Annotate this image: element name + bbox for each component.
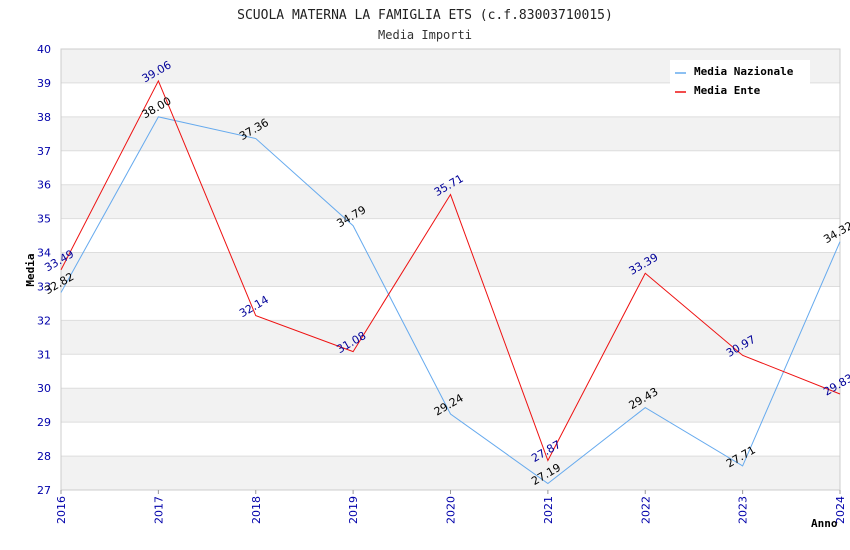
y-tick-label: 39 [37, 77, 51, 90]
grid-band [61, 320, 840, 355]
y-tick-label: 32 [37, 314, 51, 327]
legend-box [670, 60, 810, 102]
grid-band [61, 184, 840, 219]
x-tick-label: 2020 [445, 496, 458, 524]
x-tick-label: 2023 [737, 496, 750, 524]
y-tick-label: 35 [37, 213, 51, 226]
x-axis-ticks: 2016 2017 2018 2019 2020 2021 2022 2023 2024 [55, 490, 847, 524]
x-tick-label: 2022 [639, 496, 652, 524]
plot-background-bands [61, 49, 840, 490]
y-tick-label: 30 [37, 382, 51, 395]
x-axis-label: Anno [811, 517, 838, 530]
y-tick-label: 27 [37, 484, 51, 497]
x-tick-label: 2016 [55, 496, 68, 524]
legend-label-media-ente: Media Ente [694, 84, 761, 97]
x-tick-label: 2017 [152, 496, 165, 524]
grid-band [61, 286, 840, 321]
y-axis-ticks: 27 28 29 30 31 32 33 34 35 36 37 38 39 40 [37, 43, 51, 497]
y-tick-label: 31 [37, 348, 51, 361]
grid-band [61, 252, 840, 287]
y-tick-label: 28 [37, 450, 51, 463]
grid-band [61, 218, 840, 253]
y-tick-label: 40 [37, 43, 51, 56]
grid-band [61, 116, 840, 151]
x-tick-label: 2024 [834, 496, 847, 524]
x-tick-label: 2021 [542, 496, 555, 524]
x-tick-label: 2019 [347, 496, 360, 524]
grid-band [61, 354, 840, 389]
legend: Media Nazionale Media Ente [670, 60, 810, 102]
y-tick-label: 36 [37, 179, 51, 192]
chart-subtitle: Media Importi [378, 28, 472, 42]
grid-band [61, 456, 840, 490]
chart-title: SCUOLA MATERNA LA FAMIGLIA ETS (c.f.8300… [237, 8, 613, 23]
y-tick-label: 38 [37, 111, 51, 124]
y-tick-label: 33 [37, 280, 51, 293]
series-lines [60, 79, 841, 485]
y-tick-label: 37 [37, 145, 51, 158]
y-tick-label: 29 [37, 416, 51, 429]
series-line-media-ente [60, 79, 841, 462]
y-axis-label: Media [24, 253, 37, 286]
series-line-media-nazionale [60, 116, 841, 485]
x-tick-label: 2018 [250, 496, 263, 524]
grid-band [61, 388, 840, 423]
y-tick-label: 34 [37, 247, 51, 260]
legend-label-media-nazionale: Media Nazionale [694, 65, 794, 78]
grid-band [61, 422, 840, 457]
grid-band [61, 150, 840, 185]
